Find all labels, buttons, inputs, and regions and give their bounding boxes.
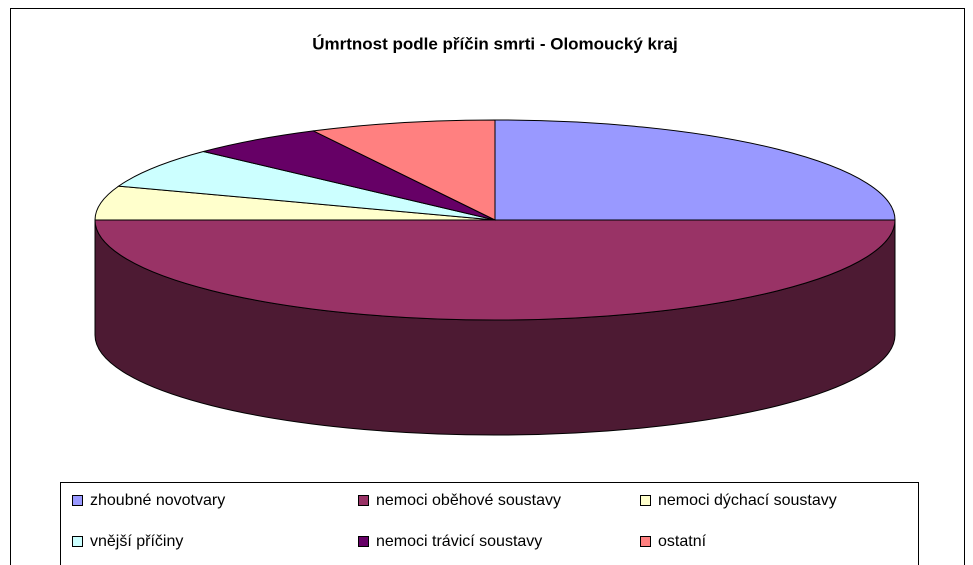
legend-swatch bbox=[640, 536, 651, 547]
pie-slice bbox=[203, 130, 496, 221]
pie-slice bbox=[94, 185, 496, 221]
legend-label: vnější příčiny bbox=[90, 533, 183, 550]
legend-box bbox=[60, 482, 919, 565]
legend-label: nemoci oběhové soustavy bbox=[376, 492, 561, 509]
legend-label: nemoci dýchací soustavy bbox=[658, 492, 837, 509]
pie-slice bbox=[494, 119, 896, 221]
legend-label: zhoubné novotvary bbox=[90, 492, 225, 509]
legend-label: ostatní bbox=[658, 533, 707, 550]
legend-swatch bbox=[72, 536, 83, 547]
pie-slice bbox=[94, 219, 896, 321]
legend-label: nemoci trávicí soustavy bbox=[376, 533, 542, 550]
pie-slice bbox=[311, 119, 496, 221]
chart-title: Úmrtnost podle příčin smrti - Olomoucký … bbox=[312, 34, 678, 53]
legend-swatch bbox=[640, 495, 651, 506]
pie-slice bbox=[117, 151, 496, 221]
legend-swatch bbox=[358, 495, 369, 506]
legend-swatch bbox=[358, 536, 369, 547]
legend-swatch bbox=[72, 495, 83, 506]
